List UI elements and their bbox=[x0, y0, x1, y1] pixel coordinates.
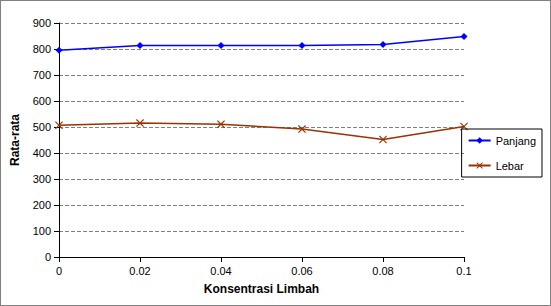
svg-text:0.1: 0.1 bbox=[456, 265, 471, 277]
svg-text:900: 900 bbox=[33, 17, 51, 29]
svg-text:0.04: 0.04 bbox=[210, 265, 231, 277]
svg-text:0.08: 0.08 bbox=[372, 265, 393, 277]
svg-text:0.02: 0.02 bbox=[129, 265, 150, 277]
svg-text:600: 600 bbox=[33, 95, 51, 107]
svg-text:100: 100 bbox=[33, 225, 51, 237]
svg-text:Konsentrasi Limbah: Konsentrasi Limbah bbox=[204, 282, 319, 296]
svg-text:300: 300 bbox=[33, 173, 51, 185]
svg-text:0.06: 0.06 bbox=[291, 265, 312, 277]
svg-text:500: 500 bbox=[33, 121, 51, 133]
svg-text:Panjang: Panjang bbox=[496, 135, 536, 147]
svg-text:200: 200 bbox=[33, 199, 51, 211]
svg-text:700: 700 bbox=[33, 69, 51, 81]
svg-text:Lebar: Lebar bbox=[496, 160, 524, 172]
svg-text:400: 400 bbox=[33, 147, 51, 159]
svg-text:Rata-rata: Rata-rata bbox=[8, 114, 22, 166]
svg-text:0: 0 bbox=[56, 265, 62, 277]
svg-text:0: 0 bbox=[45, 251, 51, 263]
svg-text:800: 800 bbox=[33, 43, 51, 55]
